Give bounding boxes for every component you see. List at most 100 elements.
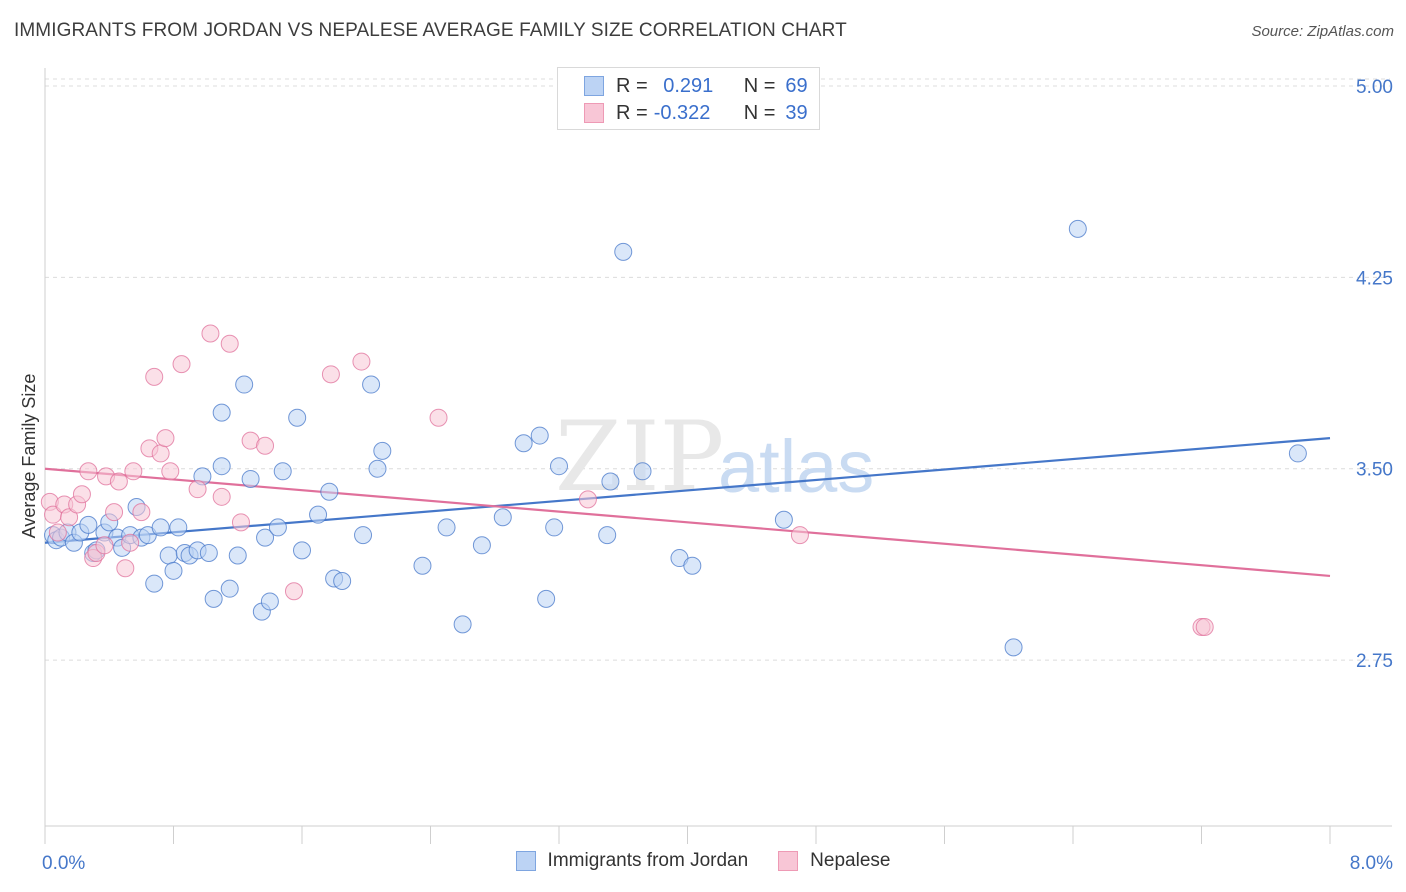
legend-item-nepalese[interactable]: Nepalese [778,850,890,872]
data-point [204,589,223,608]
legend-item-jordan[interactable]: Immigrants from Jordan [515,850,749,872]
data-point [601,472,620,491]
legend-label-jordan: Immigrants from Jordan [547,850,749,871]
n-value: 39 [785,101,808,124]
data-point [545,518,564,537]
legend-swatch-jordan [515,851,536,871]
data-point [472,536,491,555]
legend-label-nepalese: Nepalese [810,850,891,871]
x-tick-label-min: 0.0% [42,853,85,874]
data-point [212,457,231,476]
y-tick-label: 2.75 [1356,651,1393,672]
data-point [212,403,231,422]
data-point [220,579,239,598]
data-point [333,572,352,591]
data-point [256,528,275,547]
data-point [413,556,432,575]
data-point [151,518,170,537]
legend-swatch-nepalese [778,851,799,871]
data-point [550,457,568,476]
data-point [309,505,328,524]
data-point [105,503,124,522]
data-point [614,242,633,261]
data-point [156,429,175,448]
data-point [293,541,311,560]
r-value: 0.291 [657,74,714,97]
r-label: R = [616,101,648,124]
series-legend: Immigrants from Jordan Nepalese [0,850,1406,872]
grid-lines [45,78,1390,661]
data-point [212,487,231,506]
data-point [124,462,143,481]
data-point [169,518,188,537]
data-point [633,462,652,481]
data-point [790,526,809,545]
data-point [530,426,549,445]
data-point [493,508,512,527]
data-point [188,480,207,499]
data-point [268,518,287,537]
legend-row-jordan: R = 0.291 N = 69 [584,73,808,99]
data-point [362,375,381,394]
data-point [109,472,128,491]
stats-legend: R = 0.291 N = 69 R = -0.322 N = 39 [557,67,820,130]
data-point [79,515,98,534]
data-point [121,533,140,552]
data-point [79,462,98,481]
data-point [172,355,191,374]
data-point [145,367,164,386]
data-point [437,518,456,537]
data-point [578,490,597,509]
data-point [145,574,164,593]
data-point [683,556,702,575]
legend-swatch-jordan [584,76,604,96]
data-point [235,375,254,394]
y-axis-label: Average Family Size [19,374,39,539]
data-points [40,219,1307,657]
data-point [288,408,307,427]
data-point [132,503,151,522]
data-point [260,592,279,611]
data-point [199,543,218,562]
data-point [220,334,239,353]
n-label: N = [743,74,776,97]
data-point [116,559,135,578]
data-point [1195,617,1214,636]
data-point [164,561,183,580]
n-label: N = [743,101,776,124]
series-jordan [44,219,1307,657]
source-label: Source: ZipAtlas.com [1251,23,1394,40]
data-point [352,352,371,371]
watermark-atlas: atlas [718,425,874,508]
data-point [1004,638,1023,657]
trend-line-jordan [44,437,1331,544]
n-value: 69 [785,74,808,97]
data-point [231,513,250,532]
axes [44,68,1392,844]
data-point [72,485,91,504]
data-point [60,508,79,527]
r-label: R = [616,74,648,97]
data-point [354,526,373,545]
y-tick-label: 4.25 [1356,268,1393,289]
chart-title: IMMIGRANTS FROM JORDAN VS NEPALESE AVERA… [14,20,847,41]
data-point [161,462,180,481]
data-point [48,523,67,542]
data-point [537,589,556,608]
data-point [514,434,533,453]
trend-line-nepalese [44,467,1331,578]
y-tick-label: 5.00 [1356,77,1393,98]
data-point [1288,444,1307,463]
data-point [241,469,260,488]
legend-swatch-nepalese [584,103,604,123]
legend-row-nepalese: R = -0.322 N = 39 [584,100,808,126]
y-tick-labels: 5.00 4.25 3.50 2.75 [1356,77,1393,672]
data-point [151,444,170,463]
x-tick-label-max: 8.0% [1350,853,1393,874]
data-point [598,526,617,545]
data-point [1068,219,1087,238]
data-point [368,459,387,478]
data-point [373,441,392,460]
trend-lines [44,437,1331,578]
